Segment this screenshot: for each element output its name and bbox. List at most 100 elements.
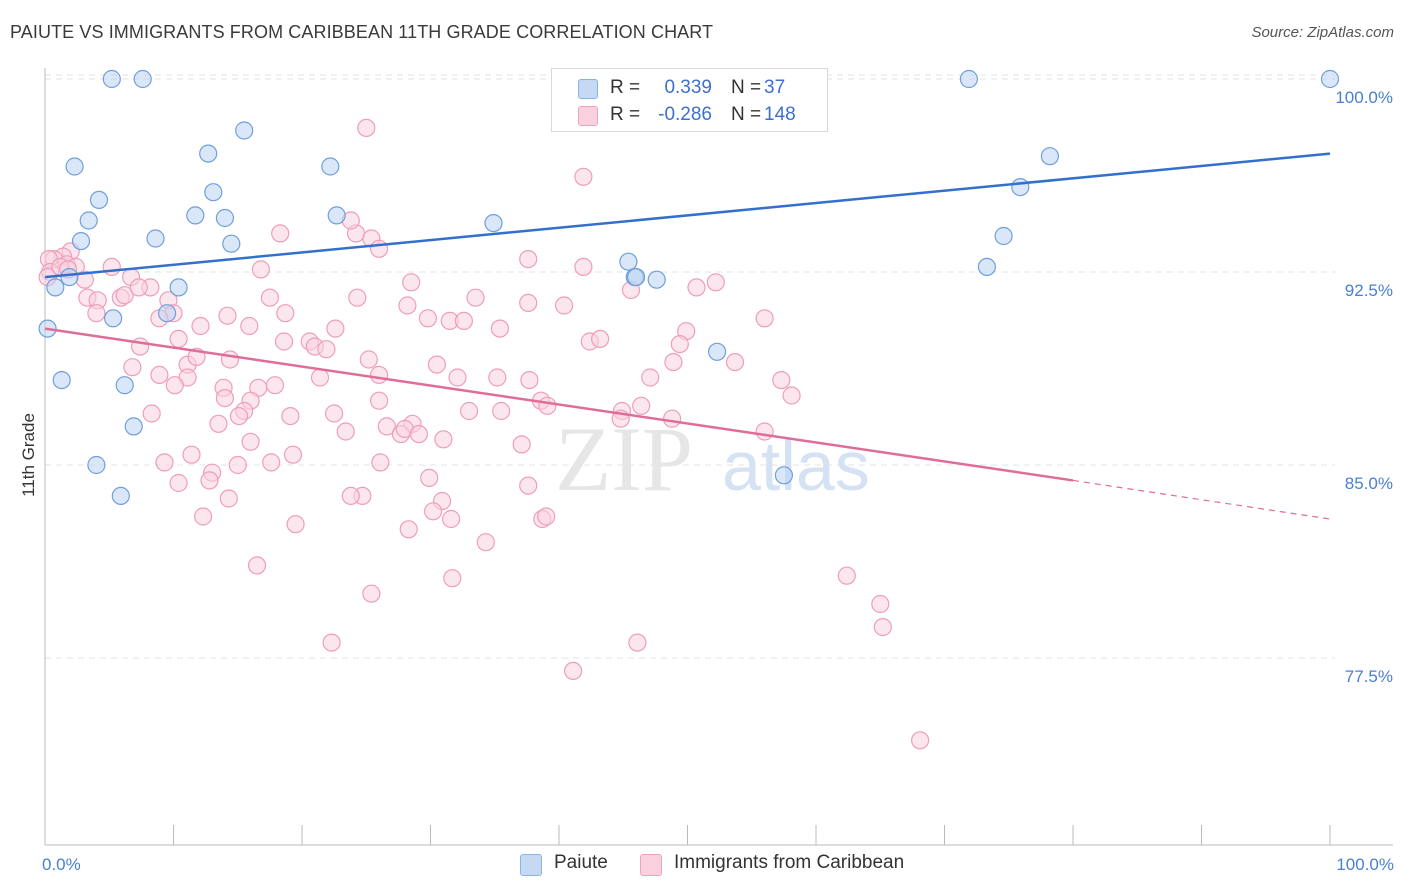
data-point-caribbean	[442, 509, 461, 529]
data-point-paiute	[65, 157, 84, 176]
data-point-paiute	[199, 144, 218, 163]
data-point-caribbean	[165, 376, 184, 395]
data-point-caribbean	[283, 445, 303, 464]
data-point-paiute	[619, 252, 638, 271]
data-point-paiute	[102, 69, 121, 89]
data-point-paiute	[115, 376, 134, 395]
data-point-paiute	[158, 304, 177, 323]
data-point-caribbean	[399, 520, 418, 539]
data-point-caribbean	[755, 309, 774, 328]
data-point-caribbean	[87, 304, 106, 323]
series-paiute-points	[38, 69, 1340, 505]
data-point-caribbean	[317, 340, 336, 359]
data-point-caribbean	[574, 257, 593, 276]
data-point-caribbean	[359, 350, 378, 369]
legend-n-label: N =	[731, 77, 762, 98]
data-point-paiute	[204, 183, 223, 202]
legend-n-value: 37	[764, 77, 786, 98]
data-point-caribbean	[448, 368, 467, 387]
data-point-caribbean	[281, 407, 300, 426]
y-tick-labels: 100.0% 92.5% 85.0% 77.5%	[1335, 88, 1393, 686]
data-point-caribbean	[409, 425, 428, 444]
data-point-caribbean	[725, 353, 745, 372]
data-point-paiute	[774, 466, 794, 485]
data-point-paiute	[87, 455, 106, 475]
data-point-caribbean	[418, 309, 437, 328]
data-point-paiute	[111, 486, 130, 505]
data-point-caribbean	[590, 329, 610, 348]
data-point-caribbean	[123, 358, 142, 377]
data-point-paiute	[1011, 178, 1030, 197]
data-point-caribbean	[670, 335, 689, 354]
data-point-caribbean	[370, 239, 389, 258]
data-point-caribbean	[215, 389, 234, 408]
data-point-caribbean	[169, 329, 188, 348]
data-point-caribbean	[209, 414, 228, 433]
data-point-caribbean	[341, 486, 360, 505]
data-point-caribbean	[348, 288, 367, 307]
data-point-caribbean	[262, 453, 281, 472]
data-point-caribbean	[271, 224, 290, 243]
y-tick-label: 92.5%	[1345, 281, 1393, 300]
data-point-caribbean	[632, 396, 651, 415]
data-point-paiute	[52, 371, 71, 390]
data-point-caribbean	[218, 306, 237, 325]
data-point-caribbean	[310, 368, 330, 387]
data-point-caribbean	[142, 404, 161, 423]
data-point-caribbean	[519, 476, 538, 495]
data-point-caribbean	[427, 355, 446, 374]
data-point-caribbean	[687, 278, 706, 297]
data-point-caribbean	[326, 319, 345, 338]
data-point-caribbean	[155, 453, 174, 472]
chart-title: PAIUTE VS IMMIGRANTS FROM CARIBBEAN 11TH…	[10, 22, 714, 42]
axes	[44, 68, 1393, 846]
data-point-caribbean	[247, 556, 267, 575]
data-point-caribbean	[519, 250, 538, 269]
trend-line-caribbean-extrapolated	[1072, 479, 1331, 520]
y-tick-label: 100.0%	[1335, 88, 1393, 107]
legend-r-label: R =	[610, 77, 641, 98]
data-point-caribbean	[336, 422, 355, 441]
data-point-caribbean	[398, 296, 417, 315]
legend-label-paiute: Paiute	[554, 852, 608, 873]
data-point-caribbean	[492, 401, 511, 421]
data-point-caribbean	[115, 286, 134, 305]
data-point-paiute	[222, 234, 241, 253]
y-tick-label: 77.5%	[1345, 667, 1393, 686]
data-point-caribbean	[102, 257, 121, 276]
data-point-caribbean	[454, 311, 473, 330]
legend-label-caribbean: Immigrants from Caribbean	[674, 852, 905, 873]
data-point-caribbean	[519, 293, 538, 312]
data-point-caribbean	[182, 445, 201, 464]
data-point-paiute	[994, 226, 1013, 246]
x-tick-label: 100.0%	[1336, 855, 1394, 874]
legend-n-label: N =	[731, 104, 762, 125]
data-point-paiute	[60, 268, 79, 287]
data-point-caribbean	[662, 409, 682, 428]
data-point-caribbean	[873, 617, 892, 637]
data-point-caribbean	[371, 453, 390, 472]
data-point-caribbean	[219, 489, 238, 508]
data-point-paiute	[215, 208, 234, 228]
trend-lines	[44, 152, 1331, 520]
data-point-caribbean	[755, 422, 774, 441]
data-point-caribbean	[871, 594, 890, 614]
data-point-caribbean	[554, 296, 574, 315]
data-point-paiute	[1320, 69, 1340, 89]
data-point-paiute	[959, 69, 979, 89]
data-point-caribbean	[322, 633, 341, 652]
data-point-caribbean	[357, 118, 376, 138]
data-point-caribbean	[434, 430, 453, 449]
data-point-paiute	[707, 342, 727, 361]
data-point-caribbean	[377, 417, 396, 436]
data-point-paiute	[977, 257, 997, 276]
data-point-caribbean	[276, 304, 295, 323]
data-point-paiute	[71, 232, 91, 251]
data-point-paiute	[89, 190, 109, 209]
data-point-caribbean	[424, 502, 443, 521]
series-caribbean-points	[38, 69, 930, 750]
data-point-caribbean	[782, 386, 801, 405]
data-point-caribbean	[251, 260, 270, 279]
data-point-caribbean	[241, 432, 260, 451]
